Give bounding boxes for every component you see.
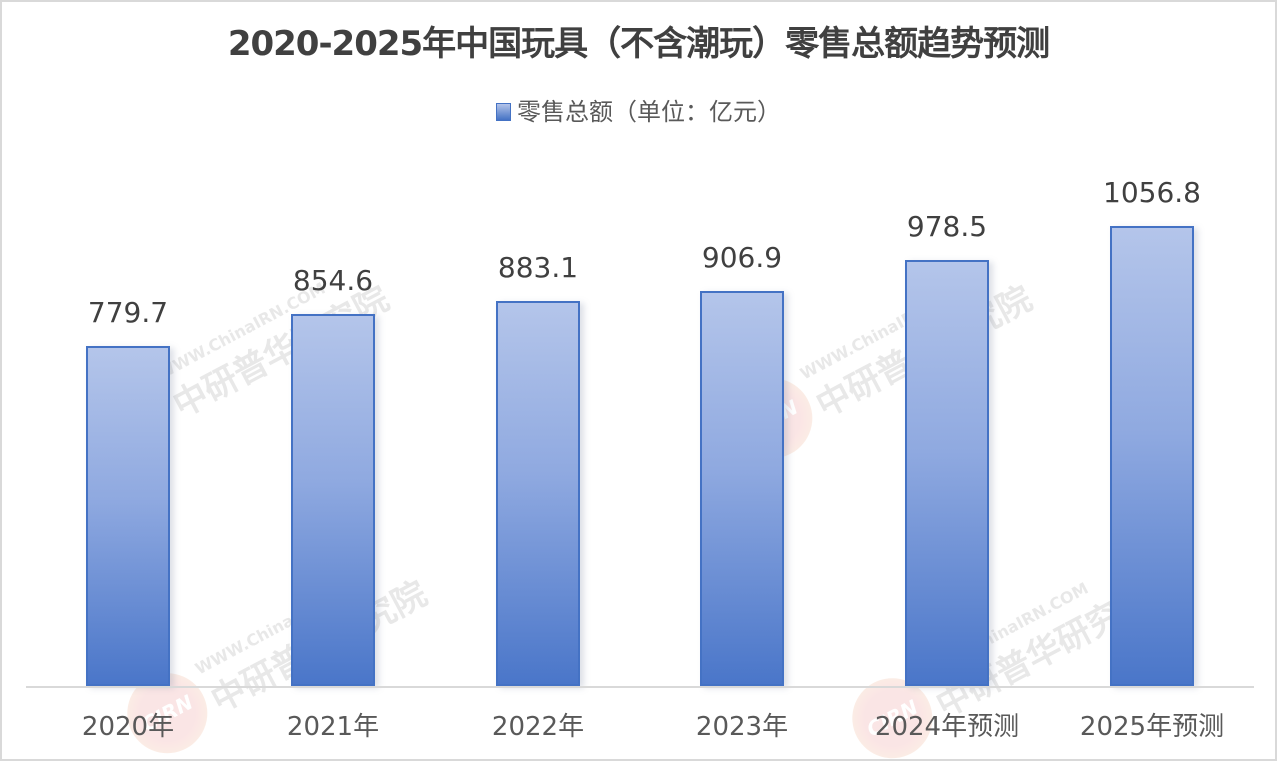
x-axis-tick-label: 2025年预测 xyxy=(1079,712,1225,742)
legend-swatch-icon xyxy=(496,103,511,121)
data-label: 978.5 xyxy=(906,210,988,243)
bar xyxy=(496,301,580,686)
data-label: 883.1 xyxy=(497,251,579,284)
data-label: 779.7 xyxy=(87,296,169,329)
bar xyxy=(905,260,989,686)
legend-label: 零售总额（单位：亿元） xyxy=(517,98,781,126)
x-axis-tick-label: 2020年 xyxy=(81,712,175,742)
data-label: 1056.8 xyxy=(1103,176,1201,209)
bar xyxy=(700,291,784,686)
bar xyxy=(291,314,375,686)
x-axis-tick-label: 2024年预测 xyxy=(874,712,1020,742)
bar xyxy=(86,346,170,686)
bar xyxy=(1110,226,1194,686)
data-label: 906.9 xyxy=(701,241,783,274)
x-axis-tick-label: 2022年 xyxy=(491,712,585,742)
chart-legend: 零售总额（单位：亿元） xyxy=(2,92,1275,127)
x-axis-tick-label: 2023年 xyxy=(695,712,789,742)
chart-title: 2020-2025年中国玩具（不含潮玩）零售总额趋势预测 xyxy=(227,24,1050,64)
x-axis-line xyxy=(26,686,1254,688)
x-axis-tick-label: 2021年 xyxy=(286,712,380,742)
data-label: 854.6 xyxy=(292,264,374,297)
